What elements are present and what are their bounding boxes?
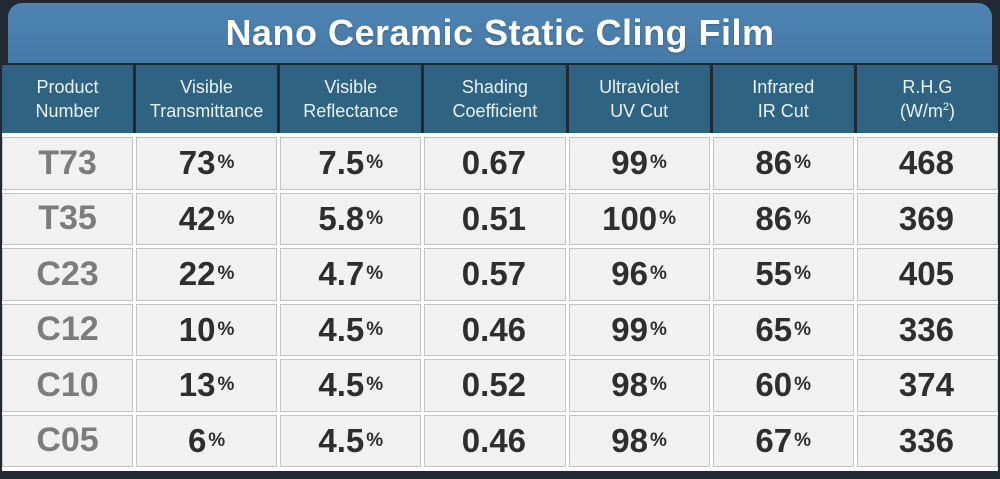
percent-sign: %	[217, 207, 235, 229]
superscript: 2	[942, 101, 949, 113]
value-cell: 5.8%	[280, 192, 422, 245]
percent-sign: %	[649, 429, 667, 451]
header-line: Transmittance	[149, 101, 264, 121]
value-cell: 10%	[136, 303, 278, 356]
column-header-visible-transmittance: Visible Transmittance	[136, 65, 278, 133]
value-cell: 100%	[568, 192, 710, 245]
value-cell: 405	[856, 248, 998, 301]
value-cell: 369	[856, 192, 998, 245]
percent-sign: %	[659, 207, 677, 229]
percent-sign: %	[217, 374, 235, 396]
percent-sign: %	[794, 152, 812, 174]
percent-sign: %	[794, 318, 812, 340]
value-cell: 60%	[712, 359, 854, 412]
value-cell: 99%	[568, 137, 710, 190]
value-cell: 86%	[712, 137, 854, 190]
value-cell: 0.46	[424, 414, 566, 467]
value-cell: 4.7%	[280, 248, 422, 301]
column-header-shading-coefficient: Shading Coefficient	[424, 65, 566, 133]
header-line: Product	[36, 76, 99, 97]
header-line: IR Cut	[757, 101, 809, 121]
product-cell: C23	[2, 248, 133, 301]
value-cell: 0.46	[424, 303, 566, 356]
product-cell: C10	[2, 359, 133, 412]
product-cell: T35	[2, 192, 133, 245]
header-line: Shading	[461, 76, 528, 97]
column-header-visible-reflectance: Visible Reflectance	[280, 65, 422, 133]
product-cell: T73	[2, 137, 133, 190]
header-line: Visible	[180, 76, 233, 97]
percent-sign: %	[649, 263, 667, 285]
page-title: Nano Ceramic Static Cling Film	[225, 12, 775, 53]
value-cell: 6%	[136, 414, 278, 467]
product-cell: C05	[2, 414, 133, 467]
header-line: Infrared	[752, 76, 815, 97]
percent-sign: %	[794, 374, 812, 396]
value-cell: 0.51	[424, 192, 566, 245]
percent-sign: %	[649, 318, 667, 340]
percent-sign: %	[366, 207, 384, 229]
value-cell: 0.67	[424, 137, 566, 190]
percent-sign: %	[366, 152, 384, 174]
percent-sign: %	[649, 374, 667, 396]
percent-sign: %	[366, 374, 384, 396]
column-header-product-number: Product Number	[2, 65, 133, 133]
value-cell: 336	[856, 303, 998, 356]
percent-sign: %	[794, 207, 812, 229]
value-cell: 336	[856, 414, 998, 467]
percent-sign: %	[366, 263, 384, 285]
percent-sign: %	[208, 429, 226, 451]
header-line: Reflectance	[303, 101, 399, 121]
value-cell: 468	[856, 137, 998, 190]
percent-sign: %	[794, 429, 812, 451]
column-header-infrared-ir-cut: Infrared IR Cut	[712, 65, 854, 133]
value-cell: 73%	[136, 137, 278, 190]
value-cell: 55%	[712, 248, 854, 301]
value-cell: 86%	[712, 192, 854, 245]
value-cell: 4.5%	[280, 303, 422, 356]
header-line: Visible	[324, 76, 378, 97]
value-cell: 96%	[568, 248, 710, 301]
table-body: T73 73% 7.5% 0.67 99% 86% 468 T35 42% 5.…	[2, 133, 998, 471]
value-cell: 0.52	[424, 359, 566, 412]
value-cell: 99%	[568, 303, 710, 356]
header-line: Coefficient	[452, 101, 538, 121]
header-line: (W/m2)	[899, 101, 955, 121]
title-bar: Nano Ceramic Static Cling Film	[8, 3, 992, 63]
value-cell: 4.5%	[280, 359, 422, 412]
percent-sign: %	[217, 318, 235, 340]
value-cell: 7.5%	[280, 137, 422, 190]
value-cell: 67%	[712, 414, 854, 467]
value-cell: 0.57	[424, 248, 566, 301]
header-line: Ultraviolet	[599, 76, 680, 97]
column-header-rhg: R.H.G (W/m2)	[856, 65, 998, 133]
value-cell: 65%	[712, 303, 854, 356]
percent-sign: %	[794, 263, 812, 285]
value-cell: 98%	[568, 359, 710, 412]
percent-sign: %	[217, 152, 235, 174]
column-header-ultraviolet-uv-cut: Ultraviolet UV Cut	[568, 65, 710, 133]
header-line: UV Cut	[610, 101, 669, 121]
percent-sign: %	[366, 429, 384, 451]
percent-sign: %	[366, 318, 384, 340]
value-cell: 13%	[136, 359, 278, 412]
value-cell: 22%	[136, 248, 278, 301]
value-cell: 374	[856, 359, 998, 412]
table-header-row: Product Number Visible Transmittance Vis…	[2, 65, 998, 133]
percent-sign: %	[217, 263, 235, 285]
value-cell: 4.5%	[280, 414, 422, 467]
header-line: R.H.G	[902, 76, 953, 97]
product-cell: C12	[2, 303, 133, 356]
value-cell: 42%	[136, 192, 278, 245]
value-cell: 98%	[568, 414, 710, 467]
header-line: Number	[35, 101, 100, 121]
percent-sign: %	[649, 152, 667, 174]
